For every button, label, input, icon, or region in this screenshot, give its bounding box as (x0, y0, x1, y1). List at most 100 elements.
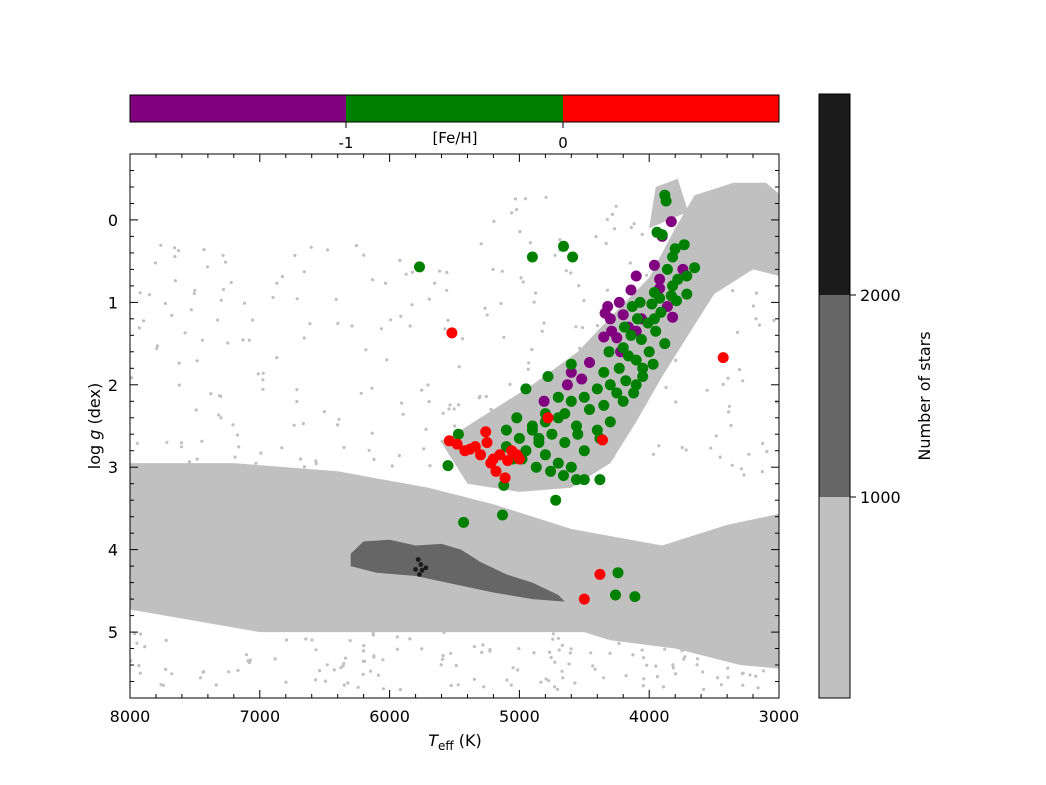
field-star (577, 284, 581, 288)
field-star (574, 325, 578, 329)
field-star (362, 253, 366, 257)
density-peak-4 (423, 565, 429, 571)
field-star (556, 636, 561, 640)
field-star (284, 470, 288, 474)
field-star (580, 403, 584, 407)
field-star (221, 253, 225, 257)
field-star (553, 660, 557, 664)
field-star (247, 661, 252, 665)
field-star (293, 253, 297, 257)
density-region-giant-branch (441, 182, 779, 492)
star-point-s1-5 (678, 239, 690, 251)
field-star (666, 334, 670, 339)
star-point-s1-59 (539, 449, 551, 461)
field-star (714, 236, 718, 240)
field-star (539, 680, 543, 684)
field-star (301, 422, 305, 426)
field-star (741, 683, 745, 687)
field-star (325, 663, 329, 667)
field-star (502, 335, 506, 339)
field-star (439, 663, 443, 667)
x-tick-label-4: 4000 (629, 707, 670, 726)
field-star (657, 336, 662, 340)
field-star (448, 403, 452, 407)
plot-area: 8000 7000 6000 5000 4000 3000 0 1 2 3 4 5 (108, 153, 799, 726)
star-point-s0-12 (667, 311, 679, 323)
field-star (398, 688, 402, 692)
field-star (275, 281, 279, 285)
field-star (443, 327, 447, 331)
y-tick-label-5: 5 (108, 623, 118, 642)
field-star (370, 386, 374, 390)
star-point-s2-20 (542, 412, 554, 424)
field-star (483, 306, 487, 310)
star-point-s1-79 (542, 371, 554, 382)
field-star (691, 252, 696, 256)
star-point-s1-98 (629, 591, 641, 603)
field-star (336, 423, 340, 427)
field-star (370, 431, 374, 435)
star-point-s2-11 (494, 449, 506, 461)
star-point-s1-9 (661, 263, 673, 275)
field-star (251, 318, 255, 322)
density-peak-0 (415, 557, 421, 562)
star-point-s1-71 (545, 465, 557, 477)
field-star (716, 635, 721, 640)
field-star (602, 676, 606, 680)
field-star (195, 359, 199, 363)
star-point-s1-93 (526, 251, 538, 263)
field-star (371, 631, 375, 635)
field-star (547, 679, 551, 683)
field-star (137, 664, 141, 668)
field-star (205, 265, 210, 269)
star-point-s1-83 (572, 428, 584, 440)
field-star (177, 383, 181, 387)
field-star (481, 643, 485, 647)
field-star (177, 249, 181, 253)
field-star (519, 276, 523, 280)
star-point-s2-4 (451, 438, 463, 450)
field-star (534, 291, 538, 295)
field-star (165, 440, 169, 444)
field-star (727, 404, 732, 408)
field-star (591, 664, 595, 668)
field-star (560, 643, 564, 648)
field-star (731, 289, 735, 293)
field-star (302, 336, 306, 340)
field-star (280, 446, 284, 450)
field-star (551, 637, 555, 641)
star-point-s0-3 (630, 270, 642, 282)
field-star (540, 329, 544, 333)
field-star (361, 672, 365, 677)
field-star (578, 346, 582, 350)
star-point-s1-35 (613, 362, 625, 374)
field-star (155, 344, 159, 348)
field-star (173, 255, 177, 259)
field-star (748, 673, 752, 677)
field-star (604, 241, 608, 246)
field-star (164, 638, 168, 643)
field-star (229, 280, 233, 285)
star-point-s2-2 (597, 434, 608, 446)
field-star (343, 656, 348, 660)
field-star (640, 648, 644, 652)
field-star (726, 666, 730, 670)
field-star (456, 403, 461, 407)
field-star (237, 445, 241, 449)
star-point-s0-7 (625, 284, 637, 296)
field-star (200, 338, 204, 342)
field-star (219, 394, 223, 398)
field-star (729, 423, 733, 428)
field-star (381, 687, 386, 691)
field-star (757, 323, 762, 327)
star-point-s1-73 (571, 474, 582, 486)
field-star (737, 368, 742, 372)
field-star (381, 658, 385, 662)
field-star (761, 669, 766, 673)
field-star (395, 647, 399, 651)
field-star (350, 324, 354, 328)
field-star (714, 434, 718, 438)
x-axis-label: Teff (K) (428, 731, 482, 753)
field-star (273, 657, 277, 661)
field-star (346, 681, 350, 685)
